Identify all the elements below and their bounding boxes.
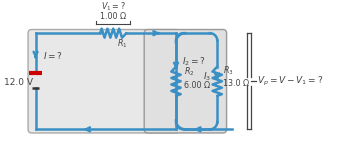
Text: $V_p = V - V_1 = ?$: $V_p = V - V_1 = ?$ — [257, 75, 324, 88]
Text: $R_3$: $R_3$ — [223, 64, 234, 77]
Text: $I_3$: $I_3$ — [204, 70, 212, 83]
FancyBboxPatch shape — [144, 30, 226, 133]
Text: $V_1 = ?$: $V_1 = ?$ — [101, 1, 126, 13]
Text: $R_2$: $R_2$ — [184, 66, 194, 78]
Text: $I = ?$: $I = ?$ — [43, 50, 63, 61]
Text: 12.0 V: 12.0 V — [4, 78, 33, 87]
Text: $R_1$: $R_1$ — [117, 38, 128, 50]
Text: 1.00 Ω: 1.00 Ω — [100, 12, 126, 21]
Text: $I_2 = ?$: $I_2 = ?$ — [182, 55, 206, 68]
FancyBboxPatch shape — [28, 30, 180, 133]
Text: 13.0 Ω: 13.0 Ω — [223, 79, 249, 88]
Text: 6.00 Ω: 6.00 Ω — [184, 81, 210, 90]
